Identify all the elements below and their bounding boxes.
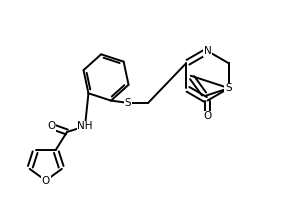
- Text: N: N: [225, 83, 233, 93]
- Text: S: S: [226, 83, 232, 93]
- Text: O: O: [42, 176, 50, 186]
- Text: O: O: [203, 111, 211, 121]
- Text: O: O: [47, 121, 55, 131]
- Text: S: S: [124, 98, 131, 108]
- Text: NH: NH: [77, 121, 93, 131]
- Text: N: N: [204, 46, 212, 56]
